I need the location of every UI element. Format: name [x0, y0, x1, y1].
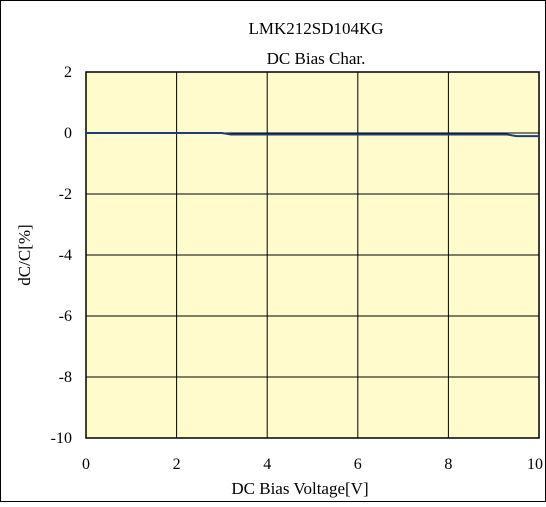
x-axis-label: DC Bias Voltage[V] — [231, 479, 368, 498]
y-tick-label: -4 — [59, 247, 72, 264]
x-tick-label: 6 — [354, 456, 362, 473]
y-tick-label: 0 — [64, 125, 72, 142]
chart-subtitle: DC Bias Char. — [267, 49, 366, 68]
y-tick-label: 2 — [64, 64, 72, 81]
x-tick-label: 8 — [444, 456, 452, 473]
y-tick-label: -8 — [59, 369, 72, 386]
y-tick-label: -2 — [59, 186, 72, 203]
x-tick-label: 10 — [527, 456, 543, 473]
y-tick-label: -6 — [59, 308, 72, 325]
y-tick-label: -10 — [51, 430, 72, 447]
x-tick-label: 4 — [263, 456, 271, 473]
x-tick-label: 0 — [82, 456, 90, 473]
y-axis-label: dC/C[%] — [15, 224, 34, 285]
x-tick-label: 2 — [173, 456, 181, 473]
chart-title: LMK212SD104KG — [248, 19, 383, 38]
